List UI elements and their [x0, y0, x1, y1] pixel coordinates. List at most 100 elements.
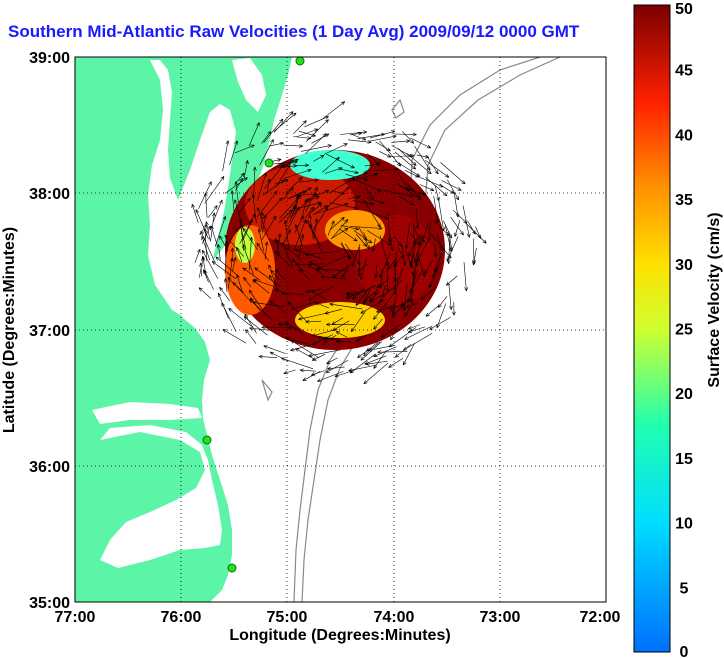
- velocity-arrow: [259, 139, 274, 166]
- velocity-arrow: [415, 207, 420, 229]
- velocity-arrow: [376, 305, 394, 313]
- velocity-arrow: [433, 195, 440, 224]
- velocity-arrow: [313, 154, 325, 162]
- velocity-arrow: [236, 274, 243, 292]
- velocity-arrow: [347, 172, 368, 180]
- velocity-arrow: [288, 190, 307, 199]
- velocity-arrow: [406, 302, 418, 308]
- velocity-arrow: [327, 220, 335, 236]
- velocity-arrow: [352, 287, 366, 300]
- velocity-arrow: [311, 353, 326, 361]
- velocity-arrow: [394, 132, 417, 137]
- velocity-arrow: [397, 148, 417, 166]
- velocity-arrow: [258, 354, 278, 359]
- velocity-arrow: [437, 296, 448, 308]
- velocity-arrow: [313, 205, 328, 216]
- velocity-arrow: [242, 267, 261, 281]
- y-axis-label: Latitude (Degrees:Minutes): [1, 227, 18, 433]
- velocity-arrow: [234, 181, 239, 203]
- colorbar-tick-label: 35: [675, 192, 693, 209]
- velocity-arrow: [263, 118, 284, 143]
- velocity-arrow: [409, 245, 416, 266]
- velocity-arrow: [414, 145, 431, 171]
- velocity-arrow: [326, 357, 338, 365]
- velocity-arrow: [314, 302, 330, 309]
- velocity-arrow: [369, 130, 396, 139]
- velocity-arrow: [282, 159, 299, 167]
- velocity-arrow: [274, 179, 289, 185]
- y-tick-label: 37:00: [29, 323, 70, 340]
- velocity-arrow: [305, 133, 327, 154]
- velocity-arrow: [243, 276, 252, 288]
- velocity-arrow: [308, 189, 330, 200]
- velocity-arrow: [262, 214, 267, 233]
- velocity-arrow: [373, 318, 383, 330]
- velocity-arrow: [391, 302, 407, 318]
- velocity-arrow: [281, 291, 305, 296]
- velocity-arrow: [310, 370, 325, 376]
- velocity-arrow: [304, 206, 315, 219]
- velocity-arrow: [194, 248, 201, 263]
- velocity-arrow: [291, 258, 304, 272]
- grid-lines: [75, 57, 606, 602]
- velocity-arrow: [452, 301, 456, 316]
- velocity-arrow: [429, 316, 451, 330]
- velocity-arrow: [286, 325, 300, 330]
- velocity-arrow: [298, 268, 311, 281]
- velocity-arrow: [438, 197, 445, 232]
- velocity-arrow: [373, 350, 387, 369]
- velocity-arrow: [283, 220, 290, 250]
- velocity-arrow: [431, 234, 452, 259]
- velocity-arrow: [299, 178, 319, 183]
- velocity-arrow: [201, 249, 219, 279]
- velocity-arrow: [223, 278, 228, 293]
- velocity-arrow: [352, 200, 375, 206]
- velocity-arrow: [405, 250, 413, 269]
- velocity-arrow: [201, 236, 210, 261]
- velocity-arrow: [222, 140, 230, 172]
- velocity-arrow: [367, 153, 381, 167]
- velocity-arrow: [329, 302, 363, 310]
- velocity-arrow: [224, 234, 245, 257]
- velocity-arrow: [388, 357, 404, 368]
- plot-frame: [74, 56, 607, 603]
- velocity-arrow: [363, 285, 373, 306]
- velocity-arrow: [226, 227, 239, 249]
- velocity-arrow: [364, 196, 385, 205]
- velocity-arrow: [355, 287, 371, 306]
- velocity-arrow: [252, 279, 270, 294]
- velocity-arrow: [345, 174, 369, 181]
- velocity-arrow: [269, 300, 286, 314]
- velocity-arrow: [448, 283, 453, 310]
- velocity-arrow: [285, 336, 308, 345]
- velocity-arrow: [257, 228, 264, 252]
- velocity-arrow: [377, 350, 408, 354]
- velocity-arrow: [191, 203, 199, 223]
- velocity-arrow: [374, 264, 378, 279]
- velocity-arrow: [349, 226, 383, 231]
- velocity-arrow: [419, 184, 435, 191]
- velocity-arrow: [207, 205, 218, 218]
- velocity-arrow: [406, 152, 432, 175]
- colorbar-tick-label: 15: [675, 451, 693, 468]
- velocity-arrow: [391, 293, 398, 315]
- velocity-arrow: [365, 360, 388, 366]
- velocity-arrow: [287, 187, 312, 200]
- velocity-arrow: [305, 319, 322, 324]
- velocity-arrow: [262, 197, 283, 219]
- velocity-arrow: [261, 131, 272, 144]
- velocity-arrow: [261, 325, 288, 330]
- velocity-arrow: [462, 205, 471, 238]
- velocity-arrow: [335, 331, 348, 338]
- velocity-arrow: [229, 140, 238, 165]
- velocity-arrow: [397, 172, 410, 191]
- velocity-arrow: [441, 180, 462, 191]
- velocity-arrow: [298, 312, 330, 321]
- velocity-arrow: [439, 183, 455, 194]
- velocity-arrow: [234, 199, 244, 231]
- velocity-arrow: [341, 266, 349, 278]
- velocity-arrow: [257, 172, 267, 201]
- velocity-arrow: [347, 139, 372, 144]
- velocity-arrow: [307, 263, 322, 275]
- velocity-arrow: [298, 234, 305, 259]
